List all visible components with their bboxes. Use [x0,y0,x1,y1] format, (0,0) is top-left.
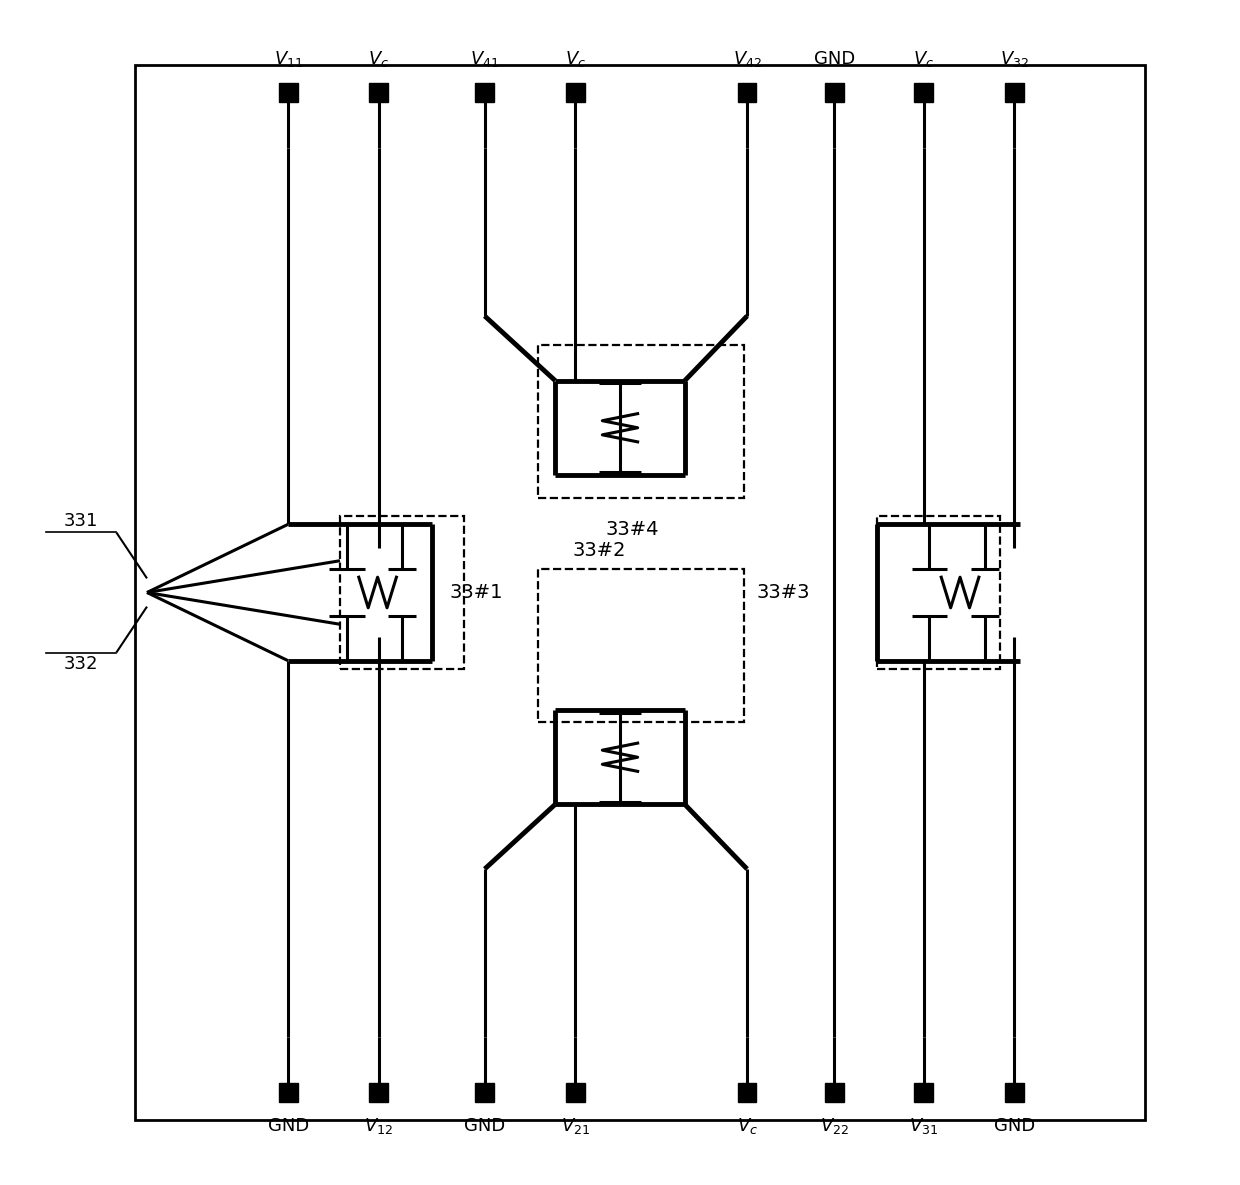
Bar [475,83,494,102]
Text: 33#3: 33#3 [756,583,810,602]
Text: 33#1: 33#1 [449,583,503,602]
Text: $V_{41}$: $V_{41}$ [470,50,500,70]
Text: $V_c$: $V_c$ [913,50,934,70]
Bar [475,1083,494,1102]
Text: $V_{42}$: $V_{42}$ [733,50,761,70]
Bar [370,83,388,102]
Bar [825,1083,843,1102]
Bar [1004,1083,1023,1102]
Text: $V_{32}$: $V_{32}$ [999,50,1029,70]
Bar [538,345,744,499]
Text: 33#2: 33#2 [573,540,626,559]
Bar [565,1083,585,1102]
Text: GND: GND [464,1116,506,1134]
Text: GND: GND [268,1116,309,1134]
Bar [340,515,464,670]
Bar [825,83,843,102]
Bar [135,65,1145,1120]
Bar [1004,83,1023,102]
Bar [279,1083,298,1102]
Bar [914,1083,932,1102]
Bar [565,83,585,102]
Bar [370,1083,388,1102]
Bar [914,83,932,102]
Text: GND: GND [813,51,854,69]
Text: $V_{22}$: $V_{22}$ [820,1115,848,1135]
Text: $V_c$: $V_c$ [368,50,389,70]
Text: $V_{11}$: $V_{11}$ [274,50,303,70]
Bar [738,1083,756,1102]
Text: 331: 331 [64,512,98,530]
Text: $V_{12}$: $V_{12}$ [365,1115,393,1135]
Text: 33#4: 33#4 [605,519,658,538]
Text: 332: 332 [63,655,98,673]
Bar [279,83,298,102]
Text: $V_c$: $V_c$ [737,1115,758,1135]
Text: $V_{21}$: $V_{21}$ [560,1115,590,1135]
Text: GND: GND [993,1116,1035,1134]
Bar [877,515,1001,670]
Text: $V_c$: $V_c$ [564,50,585,70]
Text: $V_{31}$: $V_{31}$ [909,1115,939,1135]
Bar [738,83,756,102]
Bar [538,569,744,722]
